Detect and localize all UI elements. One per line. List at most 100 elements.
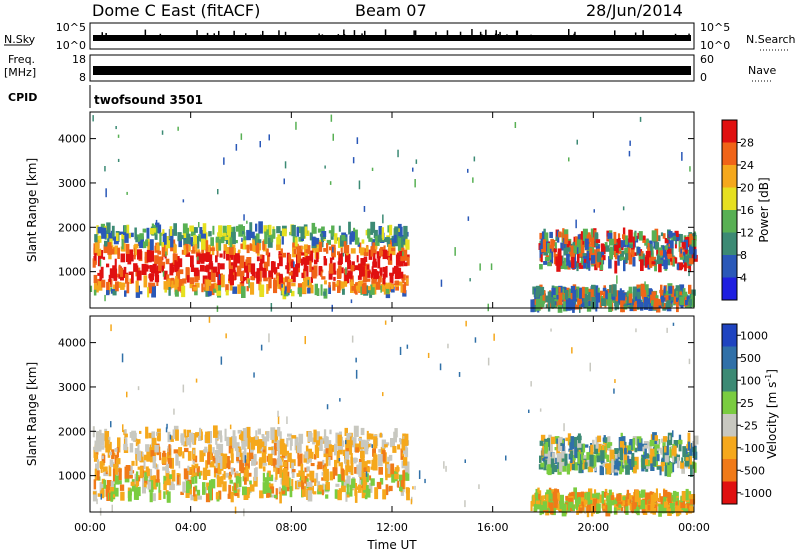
range-cell — [228, 437, 233, 446]
range-cell — [147, 481, 152, 490]
range-cell — [117, 437, 121, 448]
range-cell — [191, 250, 196, 254]
range-cell — [670, 247, 674, 258]
range-cell — [183, 245, 186, 249]
range-cell — [318, 241, 323, 252]
range-cell — [262, 255, 265, 264]
range-cell — [215, 436, 218, 445]
range-cell — [158, 224, 162, 234]
range-cell — [302, 473, 305, 483]
range-cell — [237, 429, 243, 434]
range-cell — [329, 471, 334, 481]
range-cell — [290, 438, 293, 446]
range-cell — [393, 234, 397, 243]
range-cell — [223, 471, 226, 480]
range-cell — [640, 446, 645, 452]
range-cell — [165, 427, 168, 433]
range-cell — [678, 439, 682, 452]
range-cell — [397, 444, 401, 450]
range-cell — [173, 223, 177, 236]
range-cell — [182, 481, 186, 493]
nsky-spike — [499, 31, 501, 41]
range-cell — [664, 446, 667, 453]
range-cell — [96, 498, 98, 505]
range-cell — [362, 467, 367, 473]
range-cell — [657, 235, 661, 242]
range-cell — [106, 281, 110, 293]
range-cell — [182, 384, 185, 393]
range-cell — [378, 467, 383, 475]
range-cell — [348, 221, 351, 235]
range-cell — [577, 451, 580, 464]
range-cell — [173, 408, 175, 415]
range-cell — [567, 433, 572, 446]
range-cell — [659, 447, 662, 453]
range-cell — [281, 477, 286, 486]
range-cell — [556, 453, 562, 463]
range-cell — [681, 242, 686, 249]
range-cell — [287, 433, 292, 437]
range-cell — [154, 234, 158, 240]
range-cell — [164, 289, 168, 293]
range-cell — [262, 482, 267, 494]
range-cell — [108, 274, 112, 285]
range-cell — [675, 501, 678, 508]
range-cell — [580, 491, 585, 504]
range-cell — [539, 245, 543, 255]
range-cell — [244, 261, 249, 273]
range-cell — [688, 441, 691, 451]
range-cell — [279, 230, 283, 236]
range-cell — [596, 261, 600, 268]
range-cell — [344, 273, 350, 284]
range-cell — [218, 490, 222, 500]
range-cell — [213, 425, 218, 438]
range-cell — [608, 256, 612, 269]
range-cell — [600, 260, 604, 271]
range-cell — [679, 291, 682, 296]
range-cell — [549, 231, 553, 238]
range-cell — [240, 226, 245, 234]
range-cell — [640, 499, 645, 510]
range-cell — [212, 447, 215, 454]
nsky-spike — [353, 30, 356, 41]
range-cell — [650, 463, 655, 471]
range-cell — [380, 283, 385, 292]
range-cell — [563, 242, 569, 256]
range-cell — [405, 254, 410, 258]
range-cell — [625, 445, 628, 453]
range-cell — [97, 438, 102, 452]
range-cell — [644, 447, 647, 456]
range-cell — [202, 253, 207, 262]
range-cell — [209, 247, 215, 252]
range-cell — [223, 244, 228, 252]
range-cell — [580, 254, 583, 263]
range-cell — [204, 240, 209, 251]
range-cell — [220, 356, 223, 365]
range-cell — [93, 260, 97, 265]
nave-tick-bottom: 0 — [700, 71, 707, 84]
range-cell — [667, 253, 673, 259]
range-cell — [376, 251, 381, 259]
range-cell — [615, 290, 619, 302]
range-cell — [404, 433, 409, 446]
range-cell — [225, 333, 227, 339]
range-cell — [326, 440, 332, 448]
range-cell — [258, 439, 262, 449]
range-cell — [682, 446, 687, 458]
range-cell — [614, 299, 620, 310]
range-cell — [580, 300, 585, 308]
range-cell — [341, 468, 345, 481]
range-cell — [259, 273, 262, 281]
range-cell — [282, 444, 287, 456]
range-cell — [305, 255, 311, 265]
range-cell — [205, 460, 209, 469]
range-cell — [170, 235, 174, 248]
range-cell — [97, 226, 103, 234]
range-cell — [286, 485, 290, 492]
range-cell — [474, 337, 477, 343]
range-cell — [255, 430, 258, 436]
range-cell — [301, 246, 304, 250]
range-cell — [582, 228, 588, 241]
range-cell — [228, 475, 232, 480]
nsky-spike — [260, 34, 262, 41]
